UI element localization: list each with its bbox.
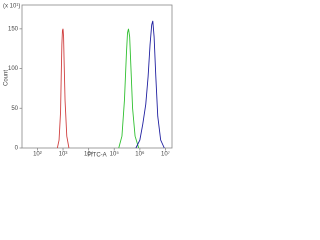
y-tick-label: 150 (8, 26, 19, 32)
x-tick-label: 10⁶ (135, 151, 145, 158)
x-tick-label: 10⁵ (110, 151, 120, 158)
y-tick-label: 50 (11, 106, 18, 112)
chart: (x 10¹) Count FITC-A 10² 10³ 10⁴ 10⁵ 10⁶ 10⁷ 0… (3, 4, 173, 159)
x-tick-label: 10⁴ (84, 151, 94, 158)
y-axis-label: Count (4, 70, 10, 86)
x-tick-label: 10³ (59, 152, 68, 158)
histogram-line (135, 20, 165, 149)
y-multiplier: (x 10¹) (3, 4, 20, 10)
y-tick-label: 0 (15, 146, 19, 152)
plot-frame (21, 4, 173, 149)
x-axis-label: FITC-A (87, 153, 106, 159)
histogram-line (118, 28, 140, 149)
x-tick-label: 10² (33, 152, 42, 158)
y-tick-label: 100 (8, 66, 19, 72)
x-tick-label: 10⁷ (161, 151, 170, 158)
histogram-line (56, 28, 70, 149)
